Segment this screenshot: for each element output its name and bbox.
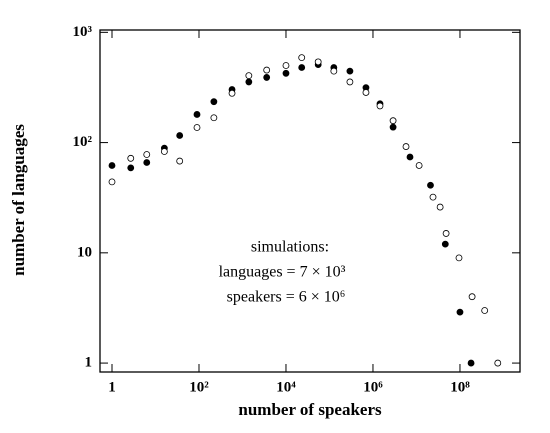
open-point [330,67,338,75]
open-point [346,78,354,86]
y-tick-label: 10³ [73,24,93,40]
open-point [389,117,397,125]
x-tick-label: 10⁸ [450,379,470,395]
filled-point [406,153,414,161]
annotation: languages = 7 × 10³ [219,264,346,281]
open-point [436,203,444,211]
annotation: speakers = 6 × 10⁶ [227,289,346,306]
open-point [143,151,151,158]
x-tick-label: 10⁶ [363,379,383,395]
open-point [376,102,384,110]
open-point [494,359,502,367]
y-tick-label: 1 [85,355,93,371]
plot-frame [99,29,521,373]
annotation: simulations: [251,239,329,256]
filled-point [193,111,201,118]
open-point [193,124,201,131]
open-point [298,54,306,61]
open-point [176,157,184,165]
filled-point [176,132,184,139]
y-tick-label: 10² [73,134,93,150]
filled-point [441,240,449,248]
open-point [455,254,463,262]
open-point [442,230,450,237]
open-point [429,193,437,201]
open-point [245,72,253,80]
x-tick-label: 10² [189,379,209,395]
filled-point [389,123,397,131]
x-tick-label: 10⁴ [276,379,296,395]
filled-point [456,308,464,316]
open-point [127,154,135,162]
open-point [228,89,236,97]
filled-point [427,181,434,189]
y-axis-label: number of languages [9,124,28,276]
open-point [282,62,290,69]
filled-point [143,159,151,166]
open-point [481,307,489,314]
open-point [108,178,116,186]
filled-point [210,98,218,106]
filled-point [263,74,271,81]
filled-point [245,78,253,86]
open-point [263,66,271,74]
y-tick-label: 10 [77,244,92,260]
open-point [402,143,410,150]
open-point [415,162,423,169]
filled-point [346,67,354,75]
open-point [468,293,476,301]
filled-point [127,164,135,172]
open-point [314,58,322,66]
open-point [210,114,218,122]
filled-point [467,359,475,367]
open-point [160,148,168,155]
x-tick-label: 1 [108,379,116,395]
open-point [362,89,370,96]
filled-point [298,64,306,71]
filled-point [282,69,290,77]
filled-point [108,162,116,169]
x-axis-label: number of speakers [238,400,382,419]
